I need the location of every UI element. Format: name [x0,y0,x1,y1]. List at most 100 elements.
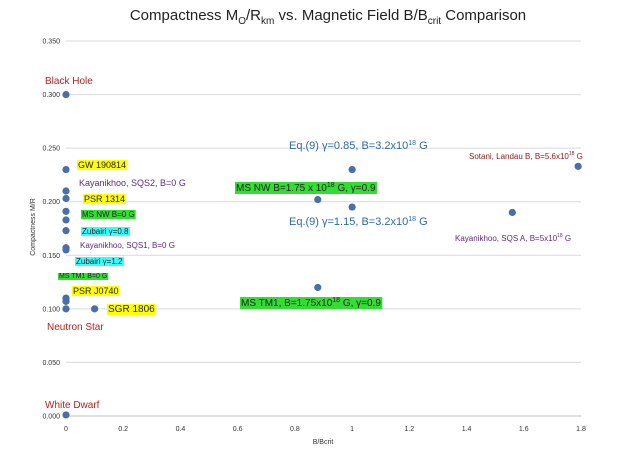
chart-title-part: Comparison [441,7,526,24]
x-tick-label: 0.6 [233,426,243,433]
annotation-label: Neutron Star [47,322,104,333]
annotation-label: Eq.(9) γ=1.15, B=3.2x1018 G [289,216,428,228]
data-point [314,195,322,204]
y-tick-label: 0.250 [42,146,60,153]
x-tick-label: 0.2 [118,426,128,433]
annotation-highlight [58,273,109,280]
annotation-label: SGR 1806 [108,304,155,315]
data-point [62,411,70,419]
chart-title-part: /R [246,7,261,24]
annotation: Black Hole [45,76,93,87]
data-point [62,194,70,203]
annotation-label: MS TM1 B=0 G [59,273,107,280]
x-tick-label: 0 [64,426,68,433]
data-point [62,305,70,313]
annotation-label: Sotani, Landau B, B=5.6x1018 G [469,151,583,161]
chart-title: Compactness MO/Rkm vs. Magnetic Field B/… [130,7,526,27]
data-point [348,165,356,174]
annotation: MS TM1 B=0 G [58,273,109,280]
chart-title-part: vs. Magnetic Field B/B [274,7,427,24]
annotation-label: Kayanikhoo, SQS1, B=0 G [80,241,175,250]
x-tick-label: 0.8 [290,426,300,433]
annotation: MS NW B=1.75 x 1018 G, γ=0.9 [235,182,377,194]
annotation-highlight [240,297,383,309]
annotation-label: MS TM1, B=1.75x1018 G, γ=0.9 [241,297,381,309]
annotation: GW 190814 [77,160,128,170]
data-point [574,162,582,170]
data-point [62,207,70,215]
annotation-label: Black Hole [45,76,93,87]
annotation-highlight [75,257,125,266]
annotation-label: GW 190814 [78,160,126,170]
annotation-highlight [81,210,136,219]
y-tick-label: 0.300 [42,92,60,99]
y-tick-label: 0.100 [42,306,60,313]
annotation-highlight [72,286,120,296]
annotation: Sotani, Landau B, B=5.6x1018 G [469,151,583,161]
gridlines [66,40,581,363]
y-axis-title: Compactness M/R [30,198,37,256]
annotations: Black Hole Neutron Star White Dwarf GW 1908… [45,76,583,411]
annotation: White Dwarf [45,400,100,411]
x-tick-label: 1.2 [404,426,414,433]
x-tick-label: 1 [350,426,354,433]
annotation-highlight [235,182,377,194]
annotation-highlight [77,160,128,170]
x-tick-label: 1.4 [462,426,472,433]
x-axis-ticks: 0 0.2 0.4 0.6 0.8 1 1.2 1.4 1.6 1.8 [64,426,586,433]
annotation-label: Zubairi γ=0.8 [82,227,129,236]
chart-title-part: Compactness M [130,7,238,24]
data-point [348,203,356,211]
data-point [62,297,70,305]
annotation: Neutron Star [47,322,104,333]
annotation-label: Eq.(9) γ=0.85, B=3.2x1018 G [289,140,428,152]
annotation: PSR J0740 [72,286,120,296]
annotation-label: PSR 1314 [84,194,125,204]
annotation: Kayanikhoo, SQS A, B=5x1018 G [455,233,571,243]
chart-title-part: O [238,16,246,27]
annotation-highlight [107,304,157,315]
annotation-highlight [83,194,127,204]
annotation-label: MS NW B=0 G [82,210,135,219]
annotation: Zubairi γ=0.8 [81,227,131,236]
y-axis-ticks: 0.000 0.050 0.100 0.150 0.200 0.250 0.300 0.350 [42,39,60,421]
data-point [91,305,99,313]
y-tick-label: 0.050 [42,360,60,367]
annotation: PSR 1314 [83,194,127,204]
annotation-highlight [81,227,131,236]
x-axis-title: B/Bcrit [313,439,334,446]
data-point [62,90,70,99]
data-point [62,246,70,254]
annotation: MS NW B=0 G [81,210,136,219]
x-tick-label: 0.4 [176,426,186,433]
data-point [62,227,70,235]
data-point [314,283,322,292]
data-points [62,90,582,419]
y-tick-label: 0.000 [42,414,60,421]
data-point [62,216,70,224]
y-tick-label: 0.150 [42,253,60,260]
annotation: Kayanikhoo, SQS2, B=0 G [79,178,186,188]
data-point [62,187,70,195]
annotation-label: PSR J0740 [73,286,119,296]
annotation: MS TM1, B=1.75x1018 G, γ=0.9 [240,297,383,309]
data-point [62,165,70,174]
annotation-label: White Dwarf [45,400,100,411]
annotation-label: Kayanikhoo, SQS A, B=5x1018 G [455,233,571,243]
annotation-label: Kayanikhoo, SQS2, B=0 G [79,178,186,188]
x-tick-label: 1.6 [519,426,529,433]
annotation-label: MS NW B=1.75 x 1018 G, γ=0.9 [236,182,376,194]
data-point [508,208,516,217]
annotation: SGR 1806 [107,304,157,315]
y-tick-label: 0.200 [42,199,60,206]
annotation-label: Zubairi γ=1.2 [76,257,123,266]
annotation: Zubairi γ=1.2 [75,257,125,266]
annotation: Eq.(9) γ=1.15, B=3.2x1018 G [289,216,428,228]
x-tick-label: 1.8 [576,426,586,433]
chart-title-part: crit [428,16,442,27]
annotation: Kayanikhoo, SQS1, B=0 G [80,241,175,250]
annotation: Eq.(9) γ=0.85, B=3.2x1018 G [289,140,428,152]
chart-title-part: km [261,16,274,27]
y-tick-label: 0.350 [42,39,60,46]
